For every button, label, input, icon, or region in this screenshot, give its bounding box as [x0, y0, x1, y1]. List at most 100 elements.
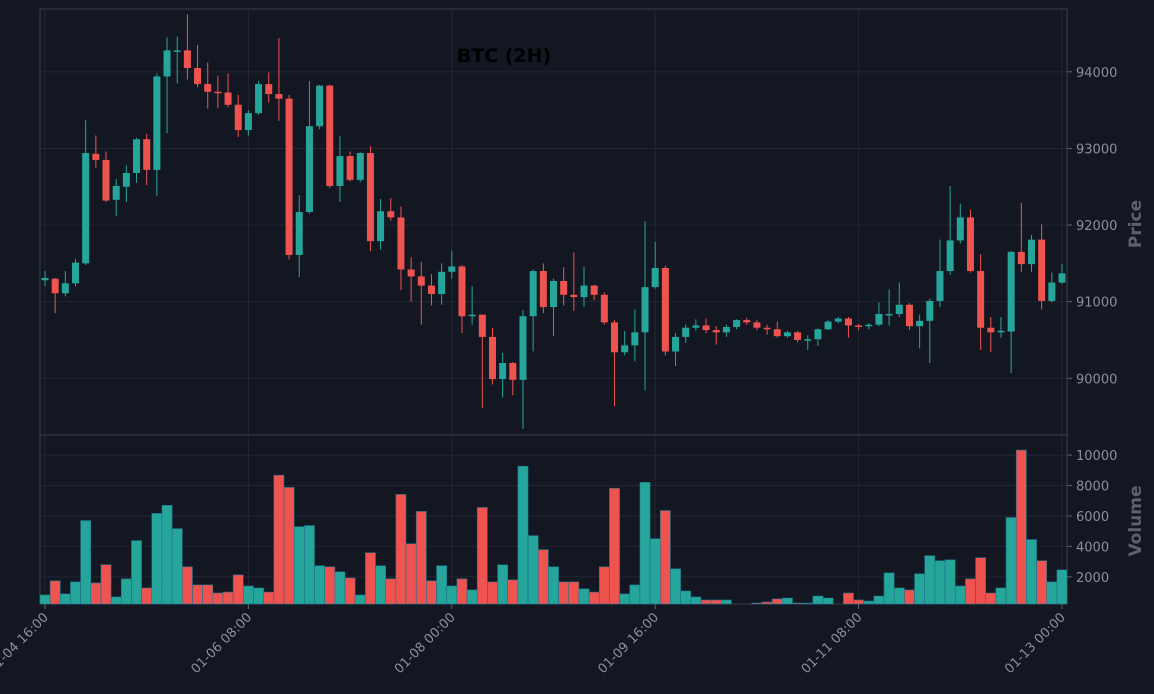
candle-body — [1007, 251, 1015, 332]
candle-body — [397, 217, 405, 270]
volume-bar — [49, 580, 61, 605]
y-tick-label: 94000 — [1076, 66, 1117, 81]
volume-bar — [59, 593, 71, 605]
volume-bar — [721, 599, 732, 605]
candle-body — [702, 325, 710, 331]
volume-bar — [110, 596, 122, 605]
marks — [39, 14, 1068, 605]
candle-body — [255, 84, 263, 114]
candle-body — [824, 321, 832, 330]
volume-bar — [476, 507, 488, 605]
volume-bar — [507, 579, 519, 605]
candle-body — [733, 320, 741, 327]
x-tick-label: 01-04 16:00 — [0, 610, 52, 677]
volume-bar — [782, 597, 793, 605]
volume-bar — [914, 573, 926, 605]
candle-body — [234, 104, 242, 131]
y-axis-label: Price — [1126, 200, 1146, 248]
y-tick-label: 93000 — [1076, 142, 1117, 157]
candle-body — [753, 322, 761, 328]
candle-body — [956, 217, 964, 241]
y-tick-label: 90000 — [1076, 372, 1117, 387]
volume-axis-label: Volume — [1126, 485, 1146, 556]
volume-bar — [120, 578, 132, 605]
candle-body — [916, 320, 924, 327]
volume-bar — [598, 566, 610, 605]
volume-bar — [273, 474, 285, 605]
candle-body — [285, 98, 293, 255]
volume-bar — [517, 465, 529, 605]
candle-body — [855, 325, 863, 327]
candle-body — [214, 91, 222, 94]
volume-bar — [243, 585, 254, 605]
candle-body — [1027, 239, 1035, 265]
candle-body — [783, 332, 791, 337]
volume-bar — [995, 587, 1007, 605]
candle-body — [143, 139, 151, 170]
candle-body — [794, 332, 802, 340]
volume-tick-label: 10000 — [1076, 449, 1117, 464]
candle-body — [204, 84, 212, 92]
candle-body — [519, 316, 527, 380]
candle-body — [112, 185, 120, 200]
candle-body — [173, 50, 181, 52]
volume-bar — [975, 557, 987, 605]
candle-body — [936, 271, 944, 301]
volume-bar — [385, 578, 397, 605]
volume-bar — [822, 597, 834, 605]
candle-body — [458, 266, 466, 317]
candle-body — [814, 329, 822, 340]
volume-bar — [466, 589, 478, 605]
volume-bar — [985, 592, 997, 605]
candle-body — [875, 313, 883, 325]
volume-bar — [629, 584, 641, 605]
candle-body — [905, 304, 913, 327]
candle-body — [153, 76, 161, 170]
volume-bar — [324, 566, 336, 605]
volume-bar — [334, 571, 346, 605]
chart-title: BTC (2H) — [457, 45, 552, 67]
candle-body — [1017, 251, 1025, 265]
candle-body — [550, 280, 557, 308]
candle-body — [72, 262, 80, 284]
candle-body — [773, 329, 781, 337]
candle-body — [1048, 282, 1056, 301]
candle-body — [692, 325, 700, 328]
candle-body — [427, 285, 435, 295]
x-tick-label: 01-06 08:00 — [188, 610, 255, 677]
volume-bar — [354, 594, 366, 605]
volume-bar — [192, 584, 203, 605]
volume-bar — [304, 525, 315, 605]
candle-body — [41, 277, 49, 281]
volume-bar — [426, 580, 437, 605]
volume-bar — [314, 565, 325, 605]
volume-bar — [395, 494, 407, 605]
volume-bar — [222, 591, 234, 605]
volume-bar — [375, 565, 386, 605]
volume-bar — [100, 564, 112, 605]
candle-body — [1038, 239, 1046, 301]
volume-bar — [639, 482, 651, 605]
candle-body — [265, 84, 273, 95]
volume-bar — [568, 581, 580, 605]
candle-body — [977, 271, 985, 328]
candle-body — [275, 94, 283, 99]
candle-body — [122, 172, 130, 187]
candle-body — [61, 283, 69, 294]
volume-bar — [883, 572, 895, 605]
volume-bar — [812, 595, 824, 605]
candle-body — [570, 294, 578, 298]
candle-body — [611, 322, 619, 353]
volume-bar — [771, 598, 783, 605]
candle-body — [336, 156, 344, 186]
volume-bar — [649, 538, 661, 605]
candle-body — [448, 266, 456, 272]
y-tick-label: 91000 — [1076, 296, 1117, 311]
volume-bar — [893, 587, 905, 605]
candle-body — [163, 50, 171, 77]
volume-bar — [863, 600, 875, 605]
candle-body — [590, 285, 598, 295]
x-tick-label: 01-11 08:00 — [799, 610, 866, 677]
candle-body — [895, 304, 903, 314]
candle-body — [438, 271, 446, 295]
